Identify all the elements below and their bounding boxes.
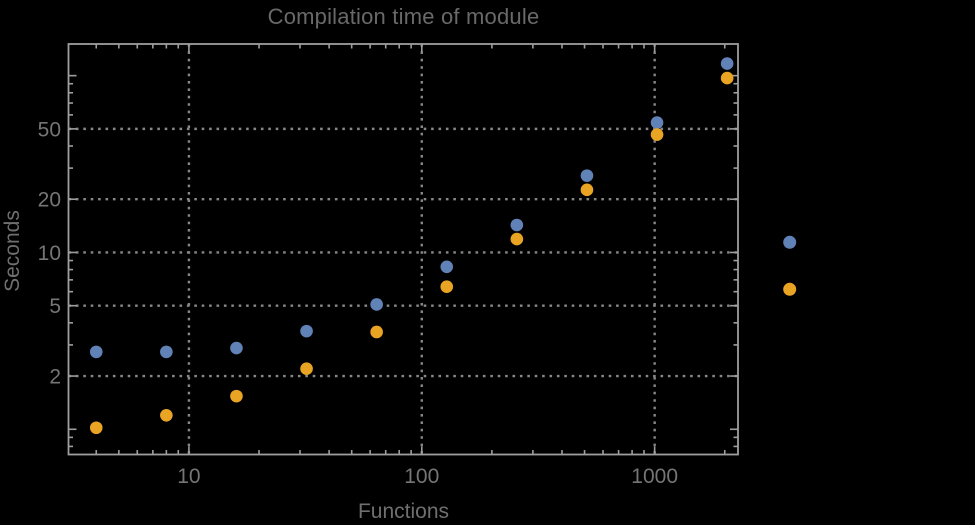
data-point-series2: [440, 280, 454, 294]
data-point-series1: [300, 324, 313, 338]
x-axis-label: Functions: [357, 500, 450, 523]
data-point-series1: [89, 345, 103, 359]
y-tick-label: 10: [38, 242, 61, 265]
data-point-series2: [160, 408, 173, 422]
data-point-series1: [720, 57, 734, 70]
y-tick-label: 2: [49, 366, 61, 389]
data-point-series1: [160, 345, 173, 359]
data-point-series2: [89, 421, 103, 435]
data-point-series2: [370, 325, 383, 339]
y-tick-label: 5: [49, 295, 61, 318]
chart-title: Compilation time of module: [267, 4, 540, 29]
data-point-series1: [510, 218, 524, 232]
data-point-series1: [650, 116, 664, 129]
data-point-series2: [300, 362, 313, 376]
data-point-series2: [720, 71, 734, 85]
plot-frame: [67, 43, 739, 456]
x-tick-label: 1000: [631, 465, 678, 488]
data-point-series1: [580, 169, 594, 182]
data-point-series2: [230, 389, 243, 403]
x-tick-label: 10: [177, 465, 200, 488]
data-point-series2: [580, 183, 594, 197]
y-tick-label: 20: [38, 189, 61, 212]
y-tick-label: 50: [38, 118, 61, 141]
data-point-series1: [370, 298, 383, 311]
data-point-series2: [510, 232, 524, 246]
legend-marker-series2: [783, 282, 797, 296]
data-point-series2: [650, 128, 664, 141]
data-point-series1: [230, 341, 243, 355]
data-point-series1: [440, 260, 454, 274]
legend-marker-series1: [783, 235, 797, 249]
x-tick-label: 100: [404, 465, 439, 488]
